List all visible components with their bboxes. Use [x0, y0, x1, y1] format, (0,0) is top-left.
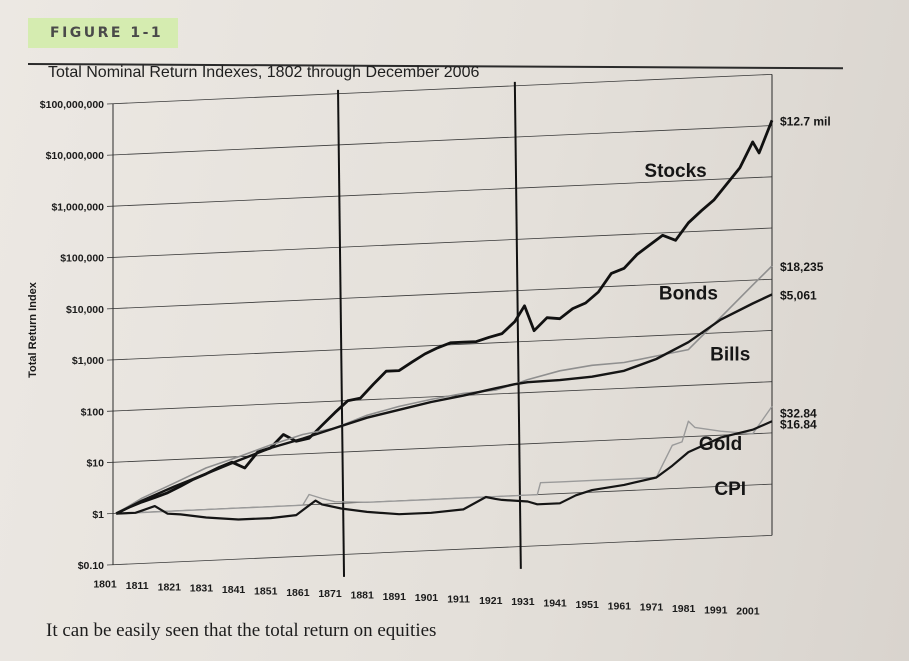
body-text: It can be easily seen that the total ret… [46, 620, 437, 641]
gridline-y [106, 227, 773, 259]
vertical-marker-line [337, 89, 346, 577]
x-tick-label: 1931 [511, 596, 535, 608]
gridline-y [106, 330, 773, 361]
gridline-y [106, 125, 773, 156]
gridline-y [106, 176, 773, 207]
end-value-bills: $5,061 [780, 288, 817, 302]
series-name-bonds: Bonds [659, 283, 718, 304]
series-name-cpi: CPI [714, 479, 746, 500]
x-tick-label: 1861 [286, 587, 310, 599]
series-name-stocks: Stocks [644, 161, 706, 182]
x-tick-label: 1801 [93, 579, 117, 591]
y-tick-label: $100,000 [60, 253, 104, 265]
end-value-stocks: $12.7 mil [780, 114, 831, 128]
chart-title: Total Nominal Return Indexes, 1802 throu… [48, 64, 480, 81]
x-tick-label: 1881 [350, 589, 374, 601]
x-tick-label: 1811 [126, 580, 149, 592]
series-name-gold: Gold [699, 434, 742, 455]
y-tick-label: $1 [92, 509, 104, 521]
x-tick-label: 1831 [190, 583, 214, 595]
y-tick-label: $0.10 [78, 560, 104, 572]
series-layer [115, 119, 774, 521]
x-tick-label: 1961 [608, 600, 632, 612]
x-tick-label: 1941 [543, 598, 567, 610]
x-tick-label: 1821 [158, 581, 182, 593]
x-tick-label: 1901 [415, 592, 439, 604]
grid-layer [106, 73, 773, 577]
y-tick-label: $10 [86, 458, 104, 470]
y-tick-label: $1,000,000 [51, 201, 104, 213]
x-tick-label: 1891 [383, 591, 407, 603]
series-name-bills: Bills [710, 345, 750, 366]
x-tick-label: 2001 [736, 606, 760, 618]
x-tick-label: 1871 [318, 588, 342, 600]
y-tick-label: $10,000 [66, 304, 104, 316]
gridline-y [106, 432, 773, 463]
series-line-gold [116, 405, 773, 515]
x-tick-label: 1921 [479, 595, 503, 607]
figure-label-banner: FIGURE 1-1 [28, 18, 178, 48]
axis-layer: $100,000,000 $10,000,000 $1,000,000 $100,00… [40, 74, 773, 618]
y-tick-label: $10,000,000 [46, 150, 105, 162]
x-tick-label: 1841 [222, 584, 246, 596]
gridline-y [106, 381, 773, 412]
x-tick-label: 1981 [672, 603, 696, 615]
x-tick-label: 1851 [254, 585, 278, 597]
gridline-y [106, 534, 773, 566]
x-tick-label: 1991 [704, 604, 728, 616]
end-value-gold: $32.84 [780, 406, 817, 420]
vertical-marker-line [513, 81, 522, 569]
figure-label: FIGURE 1-1 [50, 25, 164, 41]
y-tick-label: $100,000,000 [40, 99, 104, 111]
x-tick-label: 1971 [640, 602, 664, 614]
y-tick-label: $1,000 [72, 355, 104, 367]
y-axis-title: Total Return Index [27, 281, 39, 378]
end-value-cpi: $16.84 [780, 417, 817, 431]
end-value-bonds: $18,235 [780, 260, 824, 274]
gridline-y [106, 73, 773, 105]
x-tick-label: 1911 [447, 594, 470, 606]
label-layer: Stocks $12.7 mil Bonds $18,235 Bills $5,061 Go… [644, 114, 830, 500]
y-tick-label: $100 [81, 406, 105, 418]
x-tick-label: 1951 [576, 599, 600, 611]
series-line-bills [115, 293, 773, 515]
series-line-cpi [116, 420, 773, 521]
gridline-y [106, 278, 773, 310]
